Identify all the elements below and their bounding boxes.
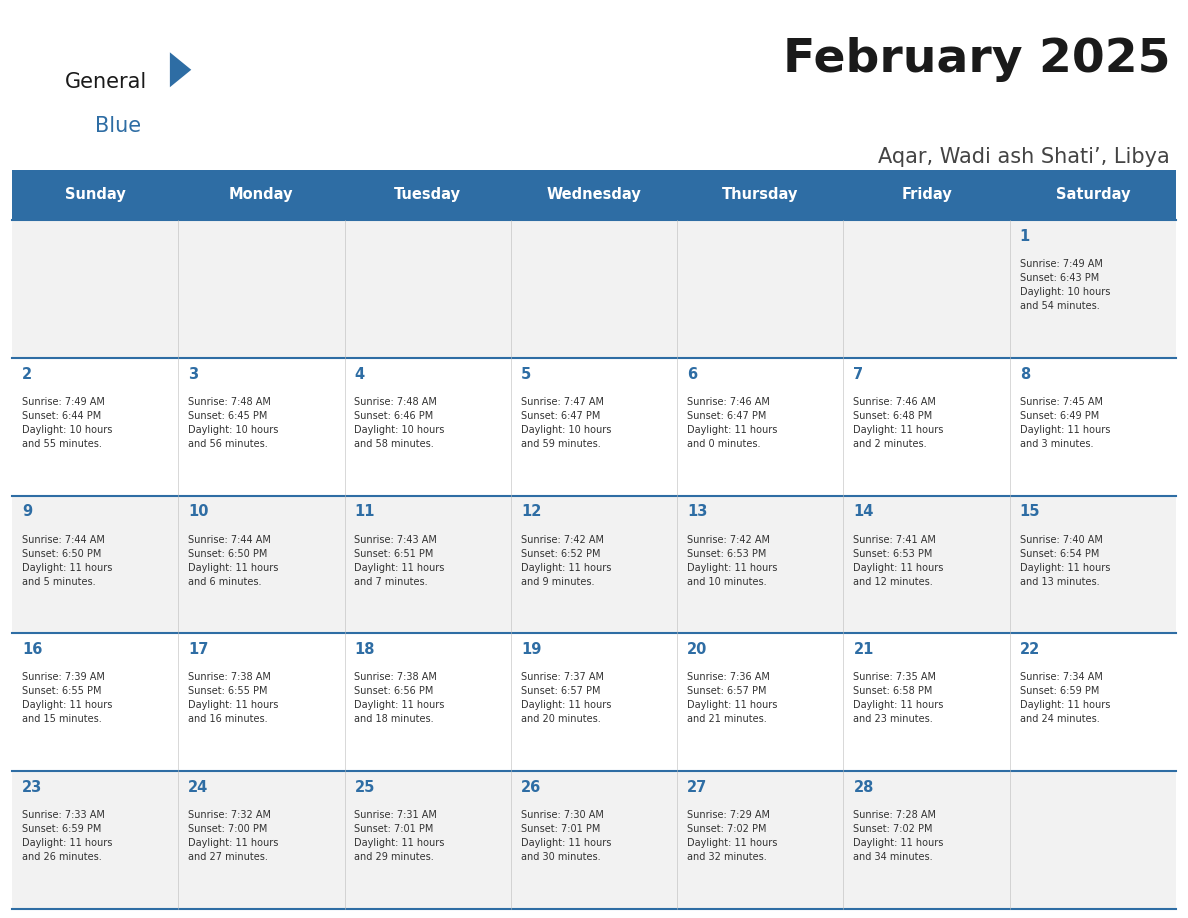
Text: 5: 5 [520, 366, 531, 382]
Text: 26: 26 [520, 780, 541, 795]
Bar [12, 496, 1176, 633]
Text: February 2025: February 2025 [783, 37, 1170, 82]
Text: 27: 27 [687, 780, 707, 795]
Text: Sunrise: 7:30 AM
Sunset: 7:01 PM
Daylight: 11 hours
and 30 minutes.: Sunrise: 7:30 AM Sunset: 7:01 PM Dayligh… [520, 811, 611, 862]
Bar [12, 170, 1176, 220]
Bar [12, 771, 1176, 909]
Text: 12: 12 [520, 505, 542, 520]
Text: Sunrise: 7:31 AM
Sunset: 7:01 PM
Daylight: 11 hours
and 29 minutes.: Sunrise: 7:31 AM Sunset: 7:01 PM Dayligh… [354, 811, 444, 862]
Text: Sunrise: 7:42 AM
Sunset: 6:52 PM
Daylight: 11 hours
and 9 minutes.: Sunrise: 7:42 AM Sunset: 6:52 PM Dayligh… [520, 535, 611, 587]
Text: 22: 22 [1019, 643, 1040, 657]
Text: 7: 7 [853, 366, 864, 382]
Text: 6: 6 [687, 366, 697, 382]
Text: 13: 13 [687, 505, 708, 520]
Text: Sunday: Sunday [64, 187, 126, 203]
Text: Sunrise: 7:40 AM
Sunset: 6:54 PM
Daylight: 11 hours
and 13 minutes.: Sunrise: 7:40 AM Sunset: 6:54 PM Dayligh… [1019, 535, 1110, 587]
Text: Sunrise: 7:47 AM
Sunset: 6:47 PM
Daylight: 10 hours
and 59 minutes.: Sunrise: 7:47 AM Sunset: 6:47 PM Dayligh… [520, 397, 611, 449]
Text: 1: 1 [1019, 229, 1030, 244]
Text: Sunrise: 7:44 AM
Sunset: 6:50 PM
Daylight: 11 hours
and 5 minutes.: Sunrise: 7:44 AM Sunset: 6:50 PM Dayligh… [21, 535, 112, 587]
Text: Friday: Friday [902, 187, 952, 203]
Text: 20: 20 [687, 643, 708, 657]
Text: Sunrise: 7:48 AM
Sunset: 6:46 PM
Daylight: 10 hours
and 58 minutes.: Sunrise: 7:48 AM Sunset: 6:46 PM Dayligh… [354, 397, 444, 449]
Text: 8: 8 [1019, 366, 1030, 382]
Text: 18: 18 [354, 643, 375, 657]
Polygon shape [170, 52, 191, 87]
Text: 9: 9 [21, 505, 32, 520]
Text: 4: 4 [354, 366, 365, 382]
Text: Sunrise: 7:36 AM
Sunset: 6:57 PM
Daylight: 11 hours
and 21 minutes.: Sunrise: 7:36 AM Sunset: 6:57 PM Dayligh… [687, 673, 777, 724]
Text: Sunrise: 7:44 AM
Sunset: 6:50 PM
Daylight: 11 hours
and 6 minutes.: Sunrise: 7:44 AM Sunset: 6:50 PM Dayligh… [188, 535, 278, 587]
Text: Sunrise: 7:28 AM
Sunset: 7:02 PM
Daylight: 11 hours
and 34 minutes.: Sunrise: 7:28 AM Sunset: 7:02 PM Dayligh… [853, 811, 943, 862]
Text: Sunrise: 7:37 AM
Sunset: 6:57 PM
Daylight: 11 hours
and 20 minutes.: Sunrise: 7:37 AM Sunset: 6:57 PM Dayligh… [520, 673, 611, 724]
Text: 15: 15 [1019, 505, 1041, 520]
Bar [12, 358, 1176, 496]
Text: Sunrise: 7:42 AM
Sunset: 6:53 PM
Daylight: 11 hours
and 10 minutes.: Sunrise: 7:42 AM Sunset: 6:53 PM Dayligh… [687, 535, 777, 587]
Text: Sunrise: 7:49 AM
Sunset: 6:43 PM
Daylight: 10 hours
and 54 minutes.: Sunrise: 7:49 AM Sunset: 6:43 PM Dayligh… [1019, 259, 1110, 311]
Bar [12, 220, 1176, 358]
Text: 25: 25 [354, 780, 375, 795]
Text: Sunrise: 7:33 AM
Sunset: 6:59 PM
Daylight: 11 hours
and 26 minutes.: Sunrise: 7:33 AM Sunset: 6:59 PM Dayligh… [21, 811, 112, 862]
Text: Aqar, Wadi ash Shati’, Libya: Aqar, Wadi ash Shati’, Libya [878, 147, 1170, 167]
Text: Sunrise: 7:46 AM
Sunset: 6:48 PM
Daylight: 11 hours
and 2 minutes.: Sunrise: 7:46 AM Sunset: 6:48 PM Dayligh… [853, 397, 943, 449]
Text: 14: 14 [853, 505, 874, 520]
Text: 19: 19 [520, 643, 542, 657]
Text: Sunrise: 7:29 AM
Sunset: 7:02 PM
Daylight: 11 hours
and 32 minutes.: Sunrise: 7:29 AM Sunset: 7:02 PM Dayligh… [687, 811, 777, 862]
Text: Thursday: Thursday [722, 187, 798, 203]
Text: 23: 23 [21, 780, 42, 795]
Text: Blue: Blue [95, 116, 141, 136]
Text: Wednesday: Wednesday [546, 187, 642, 203]
Text: 28: 28 [853, 780, 874, 795]
Text: Sunrise: 7:39 AM
Sunset: 6:55 PM
Daylight: 11 hours
and 15 minutes.: Sunrise: 7:39 AM Sunset: 6:55 PM Dayligh… [21, 673, 112, 724]
Text: 24: 24 [188, 780, 208, 795]
Text: Sunrise: 7:43 AM
Sunset: 6:51 PM
Daylight: 11 hours
and 7 minutes.: Sunrise: 7:43 AM Sunset: 6:51 PM Dayligh… [354, 535, 444, 587]
Text: 11: 11 [354, 505, 375, 520]
Text: 17: 17 [188, 643, 209, 657]
Text: Sunrise: 7:35 AM
Sunset: 6:58 PM
Daylight: 11 hours
and 23 minutes.: Sunrise: 7:35 AM Sunset: 6:58 PM Dayligh… [853, 673, 943, 724]
Text: Sunrise: 7:34 AM
Sunset: 6:59 PM
Daylight: 11 hours
and 24 minutes.: Sunrise: 7:34 AM Sunset: 6:59 PM Dayligh… [1019, 673, 1110, 724]
Text: 3: 3 [188, 366, 198, 382]
Bar [12, 633, 1176, 771]
Text: Sunrise: 7:32 AM
Sunset: 7:00 PM
Daylight: 11 hours
and 27 minutes.: Sunrise: 7:32 AM Sunset: 7:00 PM Dayligh… [188, 811, 278, 862]
Text: Saturday: Saturday [1056, 187, 1130, 203]
Text: 21: 21 [853, 643, 874, 657]
Text: Sunrise: 7:45 AM
Sunset: 6:49 PM
Daylight: 11 hours
and 3 minutes.: Sunrise: 7:45 AM Sunset: 6:49 PM Dayligh… [1019, 397, 1110, 449]
Text: Sunrise: 7:38 AM
Sunset: 6:56 PM
Daylight: 11 hours
and 18 minutes.: Sunrise: 7:38 AM Sunset: 6:56 PM Dayligh… [354, 673, 444, 724]
Text: 16: 16 [21, 643, 43, 657]
Text: Sunrise: 7:46 AM
Sunset: 6:47 PM
Daylight: 11 hours
and 0 minutes.: Sunrise: 7:46 AM Sunset: 6:47 PM Dayligh… [687, 397, 777, 449]
Text: Sunrise: 7:41 AM
Sunset: 6:53 PM
Daylight: 11 hours
and 12 minutes.: Sunrise: 7:41 AM Sunset: 6:53 PM Dayligh… [853, 535, 943, 587]
Text: Sunrise: 7:49 AM
Sunset: 6:44 PM
Daylight: 10 hours
and 55 minutes.: Sunrise: 7:49 AM Sunset: 6:44 PM Dayligh… [21, 397, 112, 449]
Text: 10: 10 [188, 505, 209, 520]
Text: 2: 2 [21, 366, 32, 382]
Text: General: General [65, 72, 147, 92]
Text: Sunrise: 7:38 AM
Sunset: 6:55 PM
Daylight: 11 hours
and 16 minutes.: Sunrise: 7:38 AM Sunset: 6:55 PM Dayligh… [188, 673, 278, 724]
Text: Sunrise: 7:48 AM
Sunset: 6:45 PM
Daylight: 10 hours
and 56 minutes.: Sunrise: 7:48 AM Sunset: 6:45 PM Dayligh… [188, 397, 278, 449]
Text: Monday: Monday [229, 187, 293, 203]
Text: Tuesday: Tuesday [394, 187, 461, 203]
